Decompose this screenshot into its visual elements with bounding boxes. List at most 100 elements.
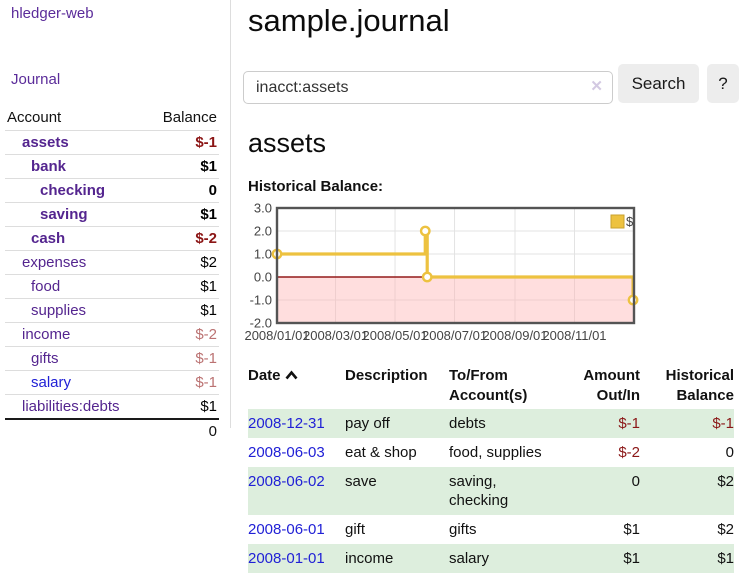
account-row: cash $-2 — [5, 226, 219, 250]
svg-text:$: $ — [626, 214, 634, 229]
account-row: supplies $1 — [5, 298, 219, 322]
historical-balance-chart[interactable]: $3.0 2.0 1.0 0.0 -1.0 -2.0 2008/01/01 2008/03/0… — [244, 200, 648, 350]
transaction-date-link[interactable]: 2008-06-01 — [248, 521, 325, 538]
page-title: sample.journal — [248, 3, 450, 38]
transaction-amount: $1 — [623, 521, 640, 538]
account-link[interactable]: income — [22, 325, 71, 343]
account-row: salary $-1 — [5, 370, 219, 394]
sidebar: hledger-web Journal Account Balance asse… — [0, 0, 231, 440]
account-link[interactable]: gifts — [31, 349, 59, 367]
account-balance: $2 — [200, 253, 217, 271]
register-header-balance: Historical Balance — [665, 367, 734, 404]
accounts-total: 0 — [208, 422, 217, 440]
account-row: food $1 — [5, 274, 219, 298]
clear-search-icon[interactable]: ✕ — [590, 78, 603, 95]
svg-text:3.0: 3.0 — [254, 201, 272, 216]
transaction-date-link[interactable]: 2008-06-02 — [248, 473, 325, 490]
account-row: checking 0 — [5, 178, 219, 202]
register-header-date[interactable]: Date — [248, 363, 345, 409]
sort-ascending-icon — [285, 367, 298, 387]
search-button[interactable]: Search — [618, 64, 699, 103]
account-balance: $1 — [200, 397, 217, 415]
accounts-table: Account Balance assets $-1 bank $1 checking 0… — [5, 106, 219, 443]
accounts-total-row: 0 — [5, 418, 219, 443]
account-balance: $1 — [200, 205, 217, 223]
svg-text:-2.0: -2.0 — [250, 316, 272, 331]
register-row[interactable]: 2008-06-02 save saving, checking 0 $2 — [248, 467, 734, 515]
register-row[interactable]: 2008-06-01 gift gifts $1 $2 — [248, 515, 734, 544]
transaction-date-link[interactable]: 2008-01-01 — [248, 550, 325, 567]
account-link[interactable]: cash — [31, 229, 66, 247]
account-link[interactable]: liabilities:debts — [22, 397, 120, 415]
account-link[interactable]: saving — [40, 205, 88, 223]
svg-text:2008/01/01: 2008/01/01 — [244, 328, 309, 343]
register-header-account: To/From Account(s) — [449, 367, 528, 404]
register-row[interactable]: 2008-06-03 eat & shop food, supplies $-2 0 — [248, 438, 734, 467]
transaction-account: debts — [449, 415, 486, 432]
transaction-account: salary — [449, 550, 490, 567]
svg-text:-1.0: -1.0 — [250, 293, 272, 308]
register-header-description: Description — [345, 367, 428, 384]
transaction-balance: $2 — [717, 521, 734, 538]
account-link[interactable]: salary — [31, 373, 72, 391]
transaction-description: income — [345, 550, 394, 567]
transaction-description: pay off — [345, 415, 390, 432]
register-table: Date Description To/From Account(s) Amou… — [248, 363, 734, 573]
account-balance: $-2 — [195, 229, 217, 247]
register-row[interactable]: 2008-01-01 income salary $1 $1 — [248, 544, 734, 573]
svg-text:1.0: 1.0 — [254, 247, 272, 262]
account-row: assets $-1 — [5, 130, 219, 154]
chart-title: Historical Balance: — [248, 178, 384, 195]
account-row: saving $1 — [5, 202, 219, 226]
account-heading: assets — [248, 128, 327, 158]
account-row: liabilities:debts $1 — [5, 394, 219, 419]
transaction-date-link[interactable]: 2008-12-31 — [248, 415, 325, 432]
account-link[interactable]: checking — [40, 181, 106, 199]
transaction-description: save — [345, 473, 377, 490]
transaction-account: food, supplies — [449, 444, 542, 461]
transaction-date-link[interactable]: 2008-06-03 — [248, 444, 325, 461]
account-link[interactable]: food — [31, 277, 61, 295]
register-row[interactable]: 2008-12-31 pay off debts $-1 $-1 — [248, 409, 734, 438]
account-row: expenses $2 — [5, 250, 219, 274]
account-balance: $-1 — [195, 349, 217, 367]
svg-text:2008/07/01: 2008/07/01 — [422, 328, 487, 343]
transaction-amount: $-2 — [618, 444, 640, 461]
account-row: income $-2 — [5, 322, 219, 346]
transaction-balance: $1 — [717, 550, 734, 567]
account-balance: $1 — [200, 301, 217, 319]
search-input[interactable] — [243, 71, 613, 104]
transaction-amount: $1 — [623, 550, 640, 567]
account-link[interactable]: assets — [22, 133, 69, 151]
svg-text:2008/09/01: 2008/09/01 — [482, 328, 547, 343]
svg-text:2008/11/01: 2008/11/01 — [542, 328, 606, 343]
main-content: sample.journal ✕ Search ? assets Histori… — [243, 0, 739, 582]
help-button[interactable]: ? — [707, 64, 739, 103]
svg-text:0.0: 0.0 — [254, 270, 272, 285]
transaction-balance: $-1 — [712, 415, 734, 432]
transaction-balance: 0 — [725, 444, 734, 461]
account-row: bank $1 — [5, 154, 219, 178]
transaction-amount: 0 — [631, 473, 640, 490]
account-balance: $-2 — [195, 325, 217, 343]
account-balance: $-1 — [195, 133, 217, 151]
account-link[interactable]: supplies — [31, 301, 87, 319]
svg-text:2.0: 2.0 — [254, 224, 272, 239]
account-balance: 0 — [208, 181, 217, 199]
register-header-amount: Amount Out/In — [583, 367, 640, 404]
accounts-header-balance: Balance — [162, 109, 217, 127]
account-balance: $1 — [200, 277, 217, 295]
transaction-account: saving, checking — [449, 473, 509, 509]
account-balance: $-1 — [195, 373, 217, 391]
sidebar-item-journal[interactable]: Journal — [11, 71, 61, 88]
app-title-link[interactable]: hledger-web — [11, 5, 94, 22]
svg-text:2008/05/01: 2008/05/01 — [362, 328, 427, 343]
transaction-account: gifts — [449, 521, 477, 538]
account-balance: $1 — [200, 157, 217, 175]
search-form: ✕ Search ? — [243, 64, 739, 104]
transaction-balance: $2 — [717, 473, 734, 490]
account-row: gifts $-1 — [5, 346, 219, 370]
transaction-description: eat & shop — [345, 444, 417, 461]
account-link[interactable]: bank — [31, 157, 67, 175]
account-link[interactable]: expenses — [22, 253, 87, 271]
